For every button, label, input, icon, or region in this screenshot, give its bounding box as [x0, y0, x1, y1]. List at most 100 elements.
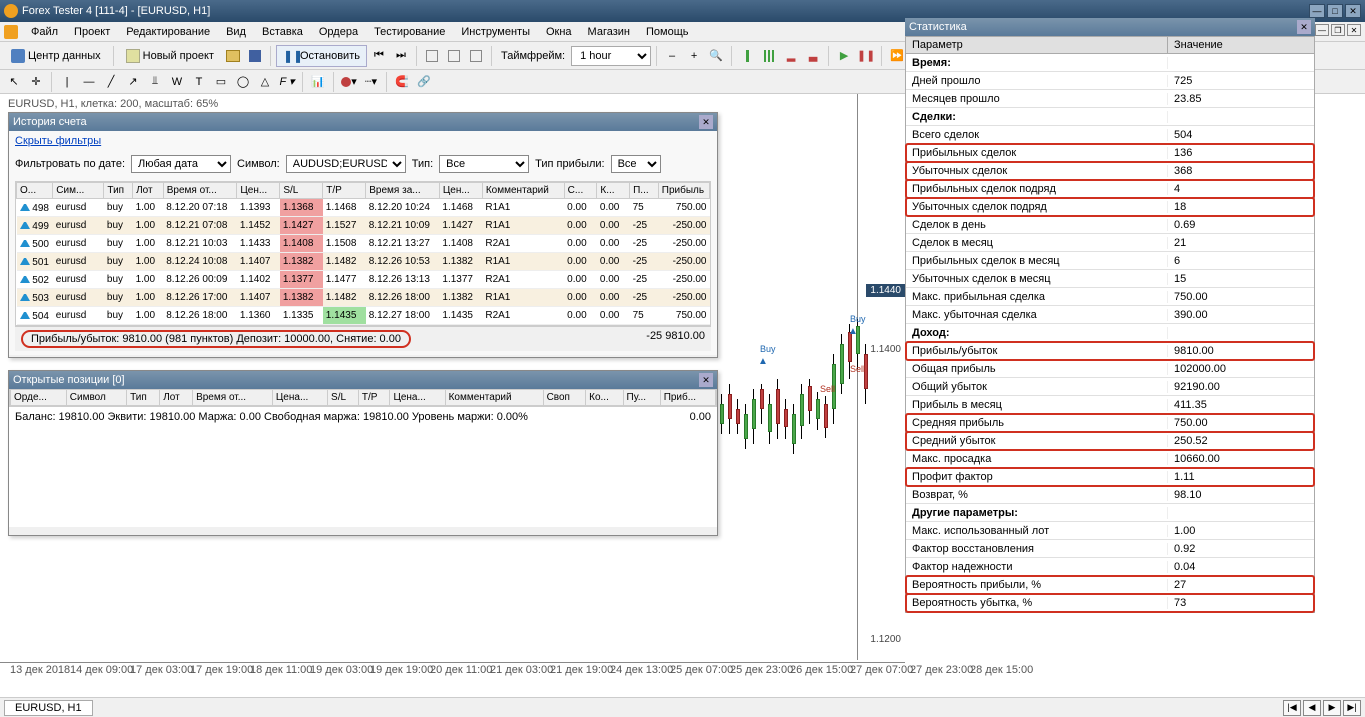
history-column[interactable]: О...: [17, 183, 53, 199]
filter-symbol-select[interactable]: AUDUSD;EURUSD: [286, 155, 406, 173]
timeframe-select[interactable]: 1 hour: [571, 46, 651, 66]
filter-profit-select[interactable]: Все: [611, 155, 661, 173]
triangle-button[interactable]: △: [255, 72, 275, 92]
history-row[interactable]: 498eurusdbuy1.008.12.20 07:181.13931.136…: [17, 199, 710, 217]
menu-tools[interactable]: Инструменты: [454, 24, 537, 40]
minimize-button[interactable]: —: [1309, 4, 1325, 18]
indicator-button[interactable]: 📊: [308, 72, 328, 92]
menu-help[interactable]: Помощь: [639, 24, 696, 40]
maximize-button[interactable]: □: [1327, 4, 1343, 18]
menu-orders[interactable]: Ордера: [312, 24, 365, 40]
history-column[interactable]: С...: [564, 183, 597, 199]
ellipse-button[interactable]: ◯: [233, 72, 253, 92]
link-button[interactable]: 🔗: [414, 72, 434, 92]
history-column[interactable]: T/P: [323, 183, 366, 199]
positions-column[interactable]: S/L: [328, 390, 359, 406]
positions-column[interactable]: Орде...: [11, 390, 67, 406]
zoom-out-button[interactable]: –: [662, 46, 682, 66]
history-close-button[interactable]: ✕: [699, 115, 713, 129]
history-column[interactable]: К...: [597, 183, 630, 199]
fib-button[interactable]: F ▾: [277, 72, 297, 92]
positions-column[interactable]: Комментарий: [445, 390, 543, 406]
statistics-close-button[interactable]: ✕: [1297, 20, 1311, 34]
mdi-restore[interactable]: ❐: [1331, 24, 1345, 36]
history-column[interactable]: Время от...: [163, 183, 237, 199]
menu-edit[interactable]: Редактирование: [119, 24, 217, 40]
tb-btn-1[interactable]: [422, 46, 442, 66]
menu-windows[interactable]: Окна: [539, 24, 579, 40]
history-column[interactable]: Сим...: [53, 183, 104, 199]
menu-project[interactable]: Проект: [67, 24, 117, 40]
vline-button[interactable]: |: [57, 72, 77, 92]
menu-store[interactable]: Магазин: [581, 24, 637, 40]
history-row[interactable]: 502eurusdbuy1.008.12.26 00:091.14021.137…: [17, 271, 710, 289]
rect-button[interactable]: ▭: [211, 72, 231, 92]
history-column[interactable]: Тип: [104, 183, 133, 199]
zoom-in-button[interactable]: +: [684, 46, 704, 66]
search-button[interactable]: 🔍: [706, 46, 726, 66]
save-button[interactable]: [245, 46, 265, 66]
positions-column[interactable]: Тип: [127, 390, 160, 406]
mdi-minimize[interactable]: —: [1315, 24, 1329, 36]
nav-prev-button[interactable]: ◀: [1303, 700, 1321, 716]
pause2-button[interactable]: ❚❚: [856, 46, 876, 66]
ray-button[interactable]: ↗: [123, 72, 143, 92]
step-fwd-button[interactable]: ⏭: [391, 46, 411, 66]
filter-type-select[interactable]: Все: [439, 155, 529, 173]
new-project-button[interactable]: Новый проект: [119, 45, 221, 67]
tline-button[interactable]: ╱: [101, 72, 121, 92]
close-button[interactable]: ✕: [1345, 4, 1361, 18]
positions-column[interactable]: T/P: [358, 390, 390, 406]
menu-file[interactable]: Файл: [24, 24, 65, 40]
text-button[interactable]: T: [189, 72, 209, 92]
hline-button[interactable]: —: [79, 72, 99, 92]
chart-tab[interactable]: EURUSD, H1: [4, 700, 93, 716]
history-row[interactable]: 503eurusdbuy1.008.12.26 17:001.14071.138…: [17, 289, 710, 307]
chart-btn-3[interactable]: ▂: [781, 46, 801, 66]
filter-date-select[interactable]: Любая дата: [131, 155, 231, 173]
wave-button[interactable]: W: [167, 72, 187, 92]
history-column[interactable]: Комментарий: [482, 183, 564, 199]
hide-filters-link[interactable]: Скрыть фильтры: [15, 135, 101, 147]
cursor-button[interactable]: ↖: [4, 72, 24, 92]
tb-btn-2[interactable]: [444, 46, 464, 66]
crosshair-button[interactable]: ✛: [26, 72, 46, 92]
positions-column[interactable]: Своп: [543, 390, 586, 406]
history-column[interactable]: S/L: [280, 183, 323, 199]
history-column[interactable]: Цен...: [237, 183, 280, 199]
nav-first-button[interactable]: |◀: [1283, 700, 1301, 716]
candle-button[interactable]: [737, 46, 757, 66]
play-button[interactable]: ▶: [834, 46, 854, 66]
history-column[interactable]: П...: [630, 183, 659, 199]
history-row[interactable]: 501eurusdbuy1.008.12.24 10:081.14071.138…: [17, 253, 710, 271]
style-button[interactable]: ┈ ▾: [361, 72, 381, 92]
menu-insert[interactable]: Вставка: [255, 24, 310, 40]
data-center-button[interactable]: Центр данных: [4, 45, 108, 67]
positions-close-button[interactable]: ✕: [699, 373, 713, 387]
history-row[interactable]: 500eurusdbuy1.008.12.21 10:031.14331.140…: [17, 235, 710, 253]
mdi-close[interactable]: ✕: [1347, 24, 1361, 36]
positions-column[interactable]: Цена...: [390, 390, 445, 406]
history-column[interactable]: Прибыль: [658, 183, 709, 199]
positions-column[interactable]: Ко...: [586, 390, 623, 406]
chart-btn-4[interactable]: ▃: [803, 46, 823, 66]
magnet-button[interactable]: 🧲: [392, 72, 412, 92]
pause-button[interactable]: ❚❚ Остановить: [276, 45, 367, 67]
history-column[interactable]: Цен...: [439, 183, 482, 199]
open-button[interactable]: [223, 46, 243, 66]
history-column[interactable]: Время за...: [366, 183, 440, 199]
history-row[interactable]: 499eurusdbuy1.008.12.21 07:081.14521.142…: [17, 217, 710, 235]
tb-btn-3[interactable]: [466, 46, 486, 66]
menu-testing[interactable]: Тестирование: [367, 24, 452, 40]
positions-column[interactable]: Время от...: [193, 390, 273, 406]
nav-last-button[interactable]: ▶|: [1343, 700, 1361, 716]
color-button[interactable]: ▾: [339, 72, 359, 92]
positions-column[interactable]: Лот: [160, 390, 193, 406]
step-back-button[interactable]: ⏮: [369, 46, 389, 66]
menu-view[interactable]: Вид: [219, 24, 253, 40]
channel-button[interactable]: ⫫: [145, 72, 165, 92]
history-row[interactable]: 504eurusdbuy1.008.12.26 18:001.13601.133…: [17, 307, 710, 325]
history-column[interactable]: Лот: [133, 183, 164, 199]
bar-button[interactable]: [759, 46, 779, 66]
positions-column[interactable]: Приб...: [660, 390, 715, 406]
